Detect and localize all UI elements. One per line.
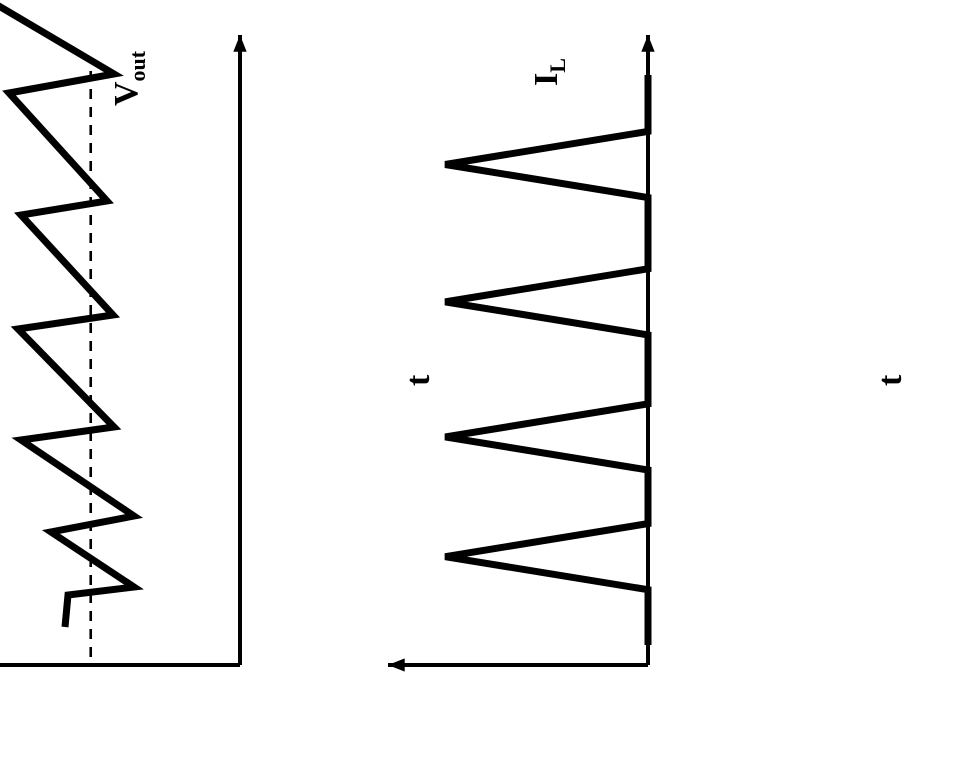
y-axis-label-vout: Vout	[108, 51, 151, 106]
plots-svg	[0, 0, 957, 772]
label-i: I	[528, 73, 565, 86]
y-axis-label-il: IL	[528, 58, 571, 86]
label-v: V	[108, 81, 145, 106]
label-i-sub: L	[545, 58, 570, 73]
label-v-sub: out	[125, 51, 150, 82]
x-axis-label-il-t: t	[872, 375, 910, 386]
x-axis-label-vout-t: t	[400, 375, 438, 386]
figure-root: Vout t IL t	[0, 0, 957, 772]
